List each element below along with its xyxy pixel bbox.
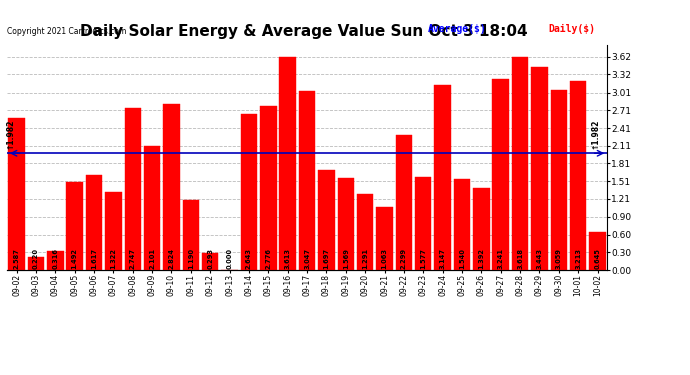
Text: 1.577: 1.577 [420,248,426,269]
Text: 1.063: 1.063 [382,248,388,269]
Text: 3.213: 3.213 [575,248,581,269]
Text: 2.643: 2.643 [246,248,252,269]
Bar [124,108,141,270]
Bar [589,232,606,270]
Bar [66,182,83,270]
Bar [454,179,470,270]
Bar [357,194,373,270]
Bar [8,118,25,270]
Bar [260,106,277,270]
Text: 3.047: 3.047 [304,248,310,269]
Bar [47,251,63,270]
Text: Daily Solar Energy & Average Value Sun Oct 3 18:04: Daily Solar Energy & Average Value Sun O… [80,24,527,39]
Text: 0.316: 0.316 [52,248,59,269]
Text: 1.492: 1.492 [72,248,78,269]
Bar [570,81,586,270]
Text: 0.293: 0.293 [207,248,213,269]
Text: 1.291: 1.291 [362,248,368,269]
Text: 3.618: 3.618 [517,248,523,269]
Bar [164,104,179,270]
Text: 3.059: 3.059 [555,248,562,269]
Text: 1.697: 1.697 [324,248,329,269]
Text: 0.645: 0.645 [595,248,600,269]
Bar [337,178,354,270]
Bar [28,257,44,270]
Bar [241,114,257,270]
Bar [376,207,393,270]
Text: 3.241: 3.241 [497,248,504,269]
Bar [144,146,160,270]
Bar [279,57,296,270]
Bar [512,57,529,270]
Text: 2.776: 2.776 [266,248,271,269]
Text: 2.587: 2.587 [14,248,19,269]
Text: 3.443: 3.443 [536,248,542,269]
Text: 2.299: 2.299 [401,248,407,269]
Bar [86,175,102,270]
Text: 2.747: 2.747 [130,248,136,269]
Text: 1.540: 1.540 [459,248,465,269]
Text: ↑1.982: ↑1.982 [6,118,14,148]
Bar [493,79,509,270]
Text: 1.190: 1.190 [188,248,194,269]
Bar [395,135,412,270]
Text: 0.000: 0.000 [226,248,233,269]
Text: 2.824: 2.824 [168,248,175,269]
Text: 3.147: 3.147 [440,248,446,269]
Bar [183,200,199,270]
Bar [551,90,567,270]
Bar [318,170,335,270]
Text: 0.220: 0.220 [33,248,39,269]
Bar [202,253,219,270]
Text: ↑1.982: ↑1.982 [591,118,600,148]
Text: 1.617: 1.617 [91,248,97,269]
Bar [415,177,431,270]
Text: Average($): Average($) [428,24,486,34]
Text: Daily($): Daily($) [549,24,595,34]
Text: 3.613: 3.613 [285,248,290,269]
Text: Copyright 2021 Cartronics.com: Copyright 2021 Cartronics.com [7,27,126,36]
Bar [105,192,121,270]
Bar [435,85,451,270]
Text: 1.322: 1.322 [110,248,117,269]
Text: 1.392: 1.392 [478,248,484,269]
Bar [531,67,548,270]
Text: 2.101: 2.101 [149,248,155,269]
Text: 1.569: 1.569 [343,248,348,269]
Bar [473,188,490,270]
Bar [299,90,315,270]
